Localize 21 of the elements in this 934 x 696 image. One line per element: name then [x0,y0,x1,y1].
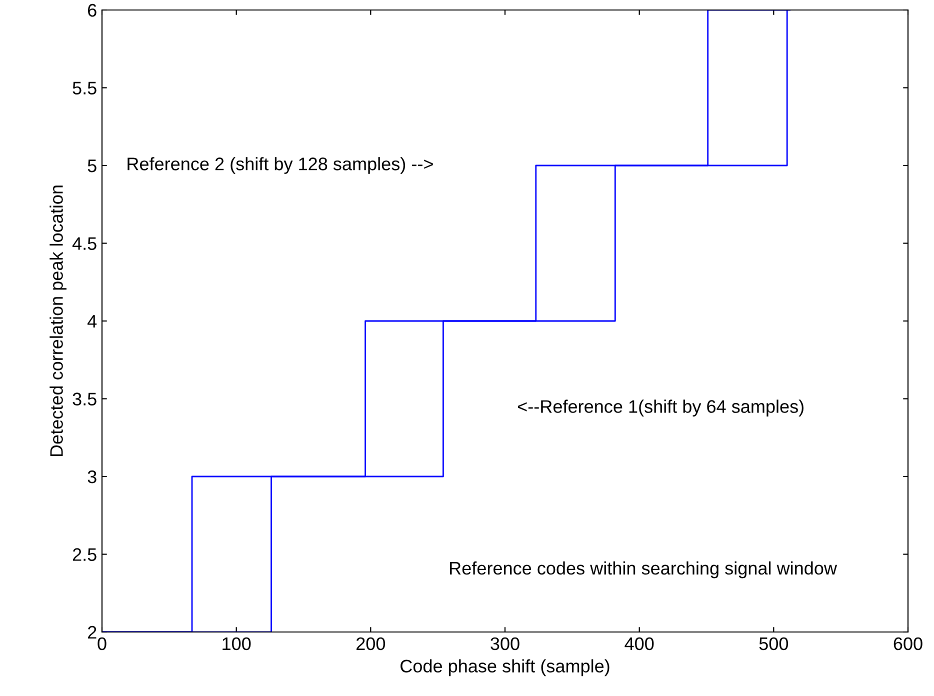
y-tick-label: 6 [88,4,96,17]
y-axis-title: Detected correlation peak location [50,186,66,456]
x-tick-label: 600 [894,637,922,650]
y-tick-label: 2.5 [72,548,96,561]
annotation: Reference codes within searching signal window [450,561,838,578]
y-tick-label: 3.5 [72,392,96,406]
x-tick-label: 500 [759,637,788,650]
y-tick-label: 3 [88,470,96,484]
x-tick-label: 0 [98,637,106,650]
y-tick-label: 4.5 [72,237,96,250]
annotation: <--Reference 1(shift by 64 samples) [518,400,804,416]
y-tick-label: 2 [88,626,96,639]
y-tick-label: 4 [88,315,97,328]
x-tick-label: 100 [222,637,251,650]
y-tick-label: 5 [88,160,96,172]
x-axis-title: Code phase shift (sample) [400,659,610,676]
annotation: Reference 2 (shift by 128 samples) --> [128,157,433,174]
x-tick-label: 200 [356,637,386,650]
x-tick-label: 400 [624,637,654,650]
x-tick-label: 300 [490,637,520,650]
y-tick-label: 5.5 [72,82,96,94]
